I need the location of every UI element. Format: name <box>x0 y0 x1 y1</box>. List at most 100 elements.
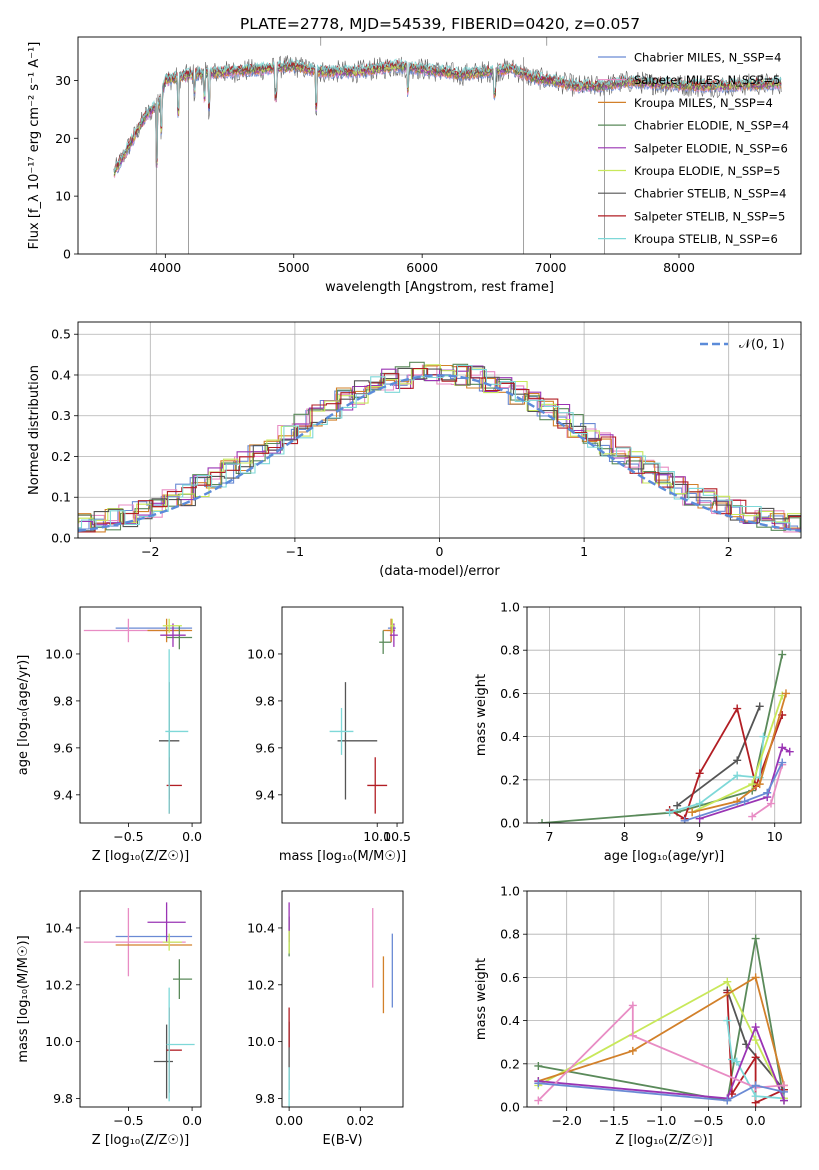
y-tick-label: 0.0 <box>500 816 520 831</box>
y-tick-label: 10.0 <box>45 1034 73 1049</box>
x-tick-label: 0.02 <box>346 1113 374 1128</box>
y-tick-label: 1.0 <box>500 600 520 615</box>
y-tick-label: 0.5 <box>51 327 71 342</box>
y-tick-label: 0.2 <box>500 772 520 787</box>
legend-label: Chabrier ELODIE, N_SSP=4 <box>634 119 789 133</box>
x-tick-label: 10 <box>767 829 783 844</box>
weight-line <box>538 938 785 1102</box>
spectrum-lines <box>113 37 782 254</box>
histograms <box>78 361 801 533</box>
y-tick-label: 0.4 <box>500 1013 520 1028</box>
weight-marker <box>751 1081 760 1090</box>
weight-marker <box>778 650 787 659</box>
y-tick-label: 10.0 <box>45 646 73 661</box>
errorbars <box>83 902 195 1102</box>
x-axis-label: Z [log₁₀(Z/Z☉)] <box>615 1133 712 1148</box>
y-tick-label: 0.3 <box>51 408 71 423</box>
weight-marker <box>751 1036 760 1045</box>
y-tick-label: 0 <box>63 247 71 262</box>
weight-marker <box>733 756 742 765</box>
y-axis-label: Normed distribution <box>27 365 42 495</box>
y-tick-label: 10.0 <box>247 1034 275 1049</box>
y-tick-label: 0.1 <box>51 490 71 505</box>
weight-vs-age-panel: 7 8 9 10 0.0 0.2 0.4 0.6 0.8 1.0 age [log₁₀(age/yr… <box>474 600 802 864</box>
axes-frame <box>526 890 802 1108</box>
errorbars <box>288 902 393 1107</box>
weight-line <box>684 762 784 822</box>
weight-marker <box>695 799 704 808</box>
x-tick-label: 7000 <box>535 260 567 275</box>
weight-marker <box>628 1001 637 1010</box>
legend-label: Kroupa STELIB, N_SSP=6 <box>634 232 778 246</box>
axes-frame <box>79 606 202 824</box>
weight-marker <box>723 977 732 986</box>
x-tick-label: 1 <box>580 544 588 559</box>
x-tick-label: −2.0 <box>552 1113 582 1128</box>
x-tick-label: −0.5 <box>693 1113 723 1128</box>
x-axis-label: (data-model)/error <box>379 564 500 579</box>
weight-marker <box>534 1079 543 1088</box>
weight-lines <box>538 650 794 823</box>
weight-marker <box>766 799 775 808</box>
y-tick-label: 1.0 <box>500 884 520 899</box>
y-tick-label: 10.2 <box>247 977 275 992</box>
weight-marker <box>733 771 742 780</box>
x-tick-label: 4000 <box>149 260 181 275</box>
x-axis-label: wavelength [Angstrom, rest frame] <box>325 280 554 295</box>
weight-marker <box>728 1055 737 1064</box>
histogram-line <box>78 364 801 531</box>
y-tick-label: 9.6 <box>255 740 275 755</box>
x-tick-label: −1.0 <box>646 1113 676 1128</box>
x-tick-label: 9 <box>696 829 704 844</box>
model-spectrum-line <box>113 57 782 173</box>
residuals-panel: −2 −1 0 1 2 0.0 0.1 0.2 0.3 0.4 0.5 (data-model)/er… <box>27 321 802 579</box>
legend-label: Chabrier STELIB, N_SSP=4 <box>634 187 786 201</box>
weight-marker <box>751 1023 760 1032</box>
weight-marker <box>740 797 749 806</box>
legend-label: Kroupa ELODIE, N_SSP=5 <box>634 164 780 178</box>
mass-vs-ebv-panel: 0.00 0.02 9.8 10.0 10.2 10.4 E(B-V) <box>247 890 404 1148</box>
y-tick-label: 9.6 <box>53 740 73 755</box>
y-tick-label: 0.6 <box>500 686 520 701</box>
y-tick-label: 0.2 <box>51 449 71 464</box>
weight-line <box>538 1082 785 1102</box>
axes-frame <box>526 606 802 824</box>
y-tick-label: 0.4 <box>51 367 71 382</box>
weight-lines <box>534 934 788 1107</box>
x-tick-label: 6000 <box>406 260 438 275</box>
x-tick-label: −0.5 <box>113 829 143 844</box>
axes-frame <box>77 36 802 255</box>
errorbars <box>83 618 193 814</box>
weight-marker <box>538 819 547 823</box>
weight-marker <box>779 1087 788 1096</box>
weight-marker <box>755 702 764 711</box>
y-tick-label: 0.8 <box>500 927 520 942</box>
x-tick-label: −0.5 <box>113 1113 143 1128</box>
weight-marker <box>723 1096 732 1105</box>
x-tick-label: 2 <box>725 544 733 559</box>
y-tick-label: 10.2 <box>45 977 73 992</box>
weight-marker <box>665 808 674 817</box>
weight-marker <box>785 747 794 756</box>
weight-marker <box>751 1053 760 1062</box>
x-tick-label: 5000 <box>278 260 310 275</box>
weight-line <box>691 693 787 814</box>
x-axis-label: age [log₁₀(age/yr)] <box>604 849 725 864</box>
weight-marker <box>733 704 742 713</box>
weight-marker <box>751 1092 760 1101</box>
y-axis-label: age [log₁₀(age/yr)] <box>16 655 31 776</box>
weight-line <box>538 1024 785 1101</box>
x-tick-label: 0.00 <box>275 1113 303 1128</box>
spectrum-panel: 4000 5000 6000 7000 8000 0 10 20 30 wavelength [A… <box>27 36 802 295</box>
weight-marker <box>723 1016 732 1025</box>
legend-label: Salpeter MILES, N_SSP=5 <box>634 73 780 87</box>
x-tick-label: −1.5 <box>599 1113 629 1128</box>
y-tick-label: 30 <box>55 73 71 88</box>
y-axis-label: mass weight <box>474 674 489 756</box>
x-tick-label: 0 <box>436 544 444 559</box>
y-tick-label: 0.2 <box>500 1056 520 1071</box>
figure-title: PLATE=2778, MJD=54539, FIBERID=0420, z=0… <box>240 15 640 33</box>
weight-marker <box>751 973 760 982</box>
weight-line <box>538 976 785 1086</box>
